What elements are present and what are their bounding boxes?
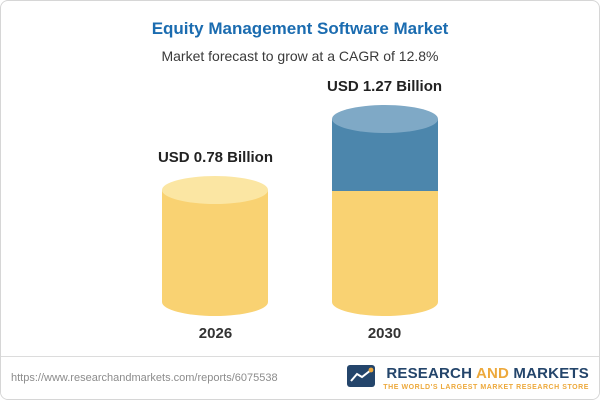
brand-block: RESEARCH AND MARKETS THE WORLD'S LARGEST… bbox=[346, 361, 589, 396]
cylinder-2030 bbox=[331, 105, 438, 316]
bar-year-2026: 2026 bbox=[198, 325, 233, 342]
bar-value-2026: USD 0.78 Billion bbox=[157, 149, 273, 166]
brand-tagline: THE WORLD'S LARGEST MARKET RESEARCH STOR… bbox=[383, 384, 589, 391]
research-and-markets-emblem-icon bbox=[346, 361, 376, 396]
bar-year-2030: 2030 bbox=[367, 325, 402, 342]
chart-area: USD 0.78 Billion 2026 USD 1.27 Billion 2… bbox=[1, 74, 599, 342]
report-url: https://www.researchandmarkets.com/repor… bbox=[11, 372, 278, 384]
cylinder-2026 bbox=[162, 176, 269, 316]
bar-group-2030: USD 1.27 Billion 2030 bbox=[327, 78, 442, 342]
brand-name: RESEARCH AND MARKETS bbox=[386, 365, 589, 382]
brand-text: RESEARCH AND MARKETS THE WORLD'S LARGEST… bbox=[383, 365, 589, 391]
chart-header: Equity Management Software Market Market… bbox=[1, 1, 599, 64]
chart-title: Equity Management Software Market bbox=[151, 19, 449, 38]
footer-bar: https://www.researchandmarkets.com/repor… bbox=[1, 356, 599, 399]
bar-value-2030: USD 1.27 Billion bbox=[327, 78, 443, 95]
chart-subtitle: Market forecast to grow at a CAGR of 12.… bbox=[161, 48, 439, 64]
bar-group-2026: USD 0.78 Billion 2026 bbox=[158, 149, 273, 342]
